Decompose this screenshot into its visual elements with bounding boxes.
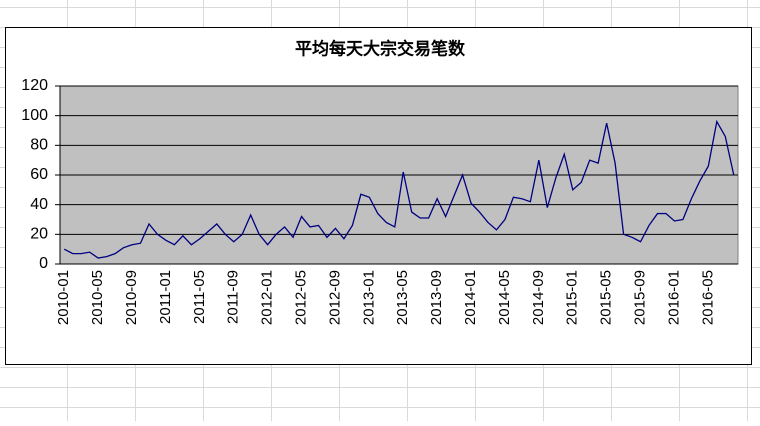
x-tick-label: 2011-05 xyxy=(191,270,208,324)
x-tick-label: 2014-05 xyxy=(496,270,513,325)
x-tick-label: 2015-09 xyxy=(632,270,649,325)
x-tick-label: 2013-05 xyxy=(394,270,411,325)
x-tick-label: 2016-05 xyxy=(699,270,716,325)
x-tick-label: 2010-01 xyxy=(55,270,72,325)
x-tick-label: 2015-05 xyxy=(598,270,615,325)
chart-title: 平均每天大宗交易笔数 xyxy=(295,38,466,58)
x-tick-label: 2012-01 xyxy=(259,270,276,325)
x-tick-label: 2011-01 xyxy=(157,270,174,324)
x-tick-label: 2010-09 xyxy=(123,270,140,325)
x-tick-label: 2014-01 xyxy=(462,270,479,325)
x-tick-label: 2012-09 xyxy=(326,270,343,325)
y-tick-label: 80 xyxy=(30,137,48,154)
x-tick-label: 2011-09 xyxy=(225,270,242,324)
x-tick-label: 2015-01 xyxy=(564,270,581,325)
x-tick-label: 2013-09 xyxy=(428,270,445,325)
y-tick-label: 60 xyxy=(30,166,48,183)
y-tick-label: 20 xyxy=(30,226,48,243)
y-tick-label: 40 xyxy=(30,196,48,213)
x-tick-label: 2014-09 xyxy=(530,270,547,325)
x-tick-label: 2012-05 xyxy=(293,270,310,325)
y-tick-label: 120 xyxy=(21,77,48,94)
y-tick-label: 0 xyxy=(39,255,48,272)
x-tick-label: 2016-01 xyxy=(665,270,682,325)
y-tick-label: 100 xyxy=(21,107,48,124)
x-tick-label: 2010-05 xyxy=(89,270,106,325)
series-line xyxy=(63,119,735,259)
x-tick-label: 2013-01 xyxy=(360,270,377,325)
